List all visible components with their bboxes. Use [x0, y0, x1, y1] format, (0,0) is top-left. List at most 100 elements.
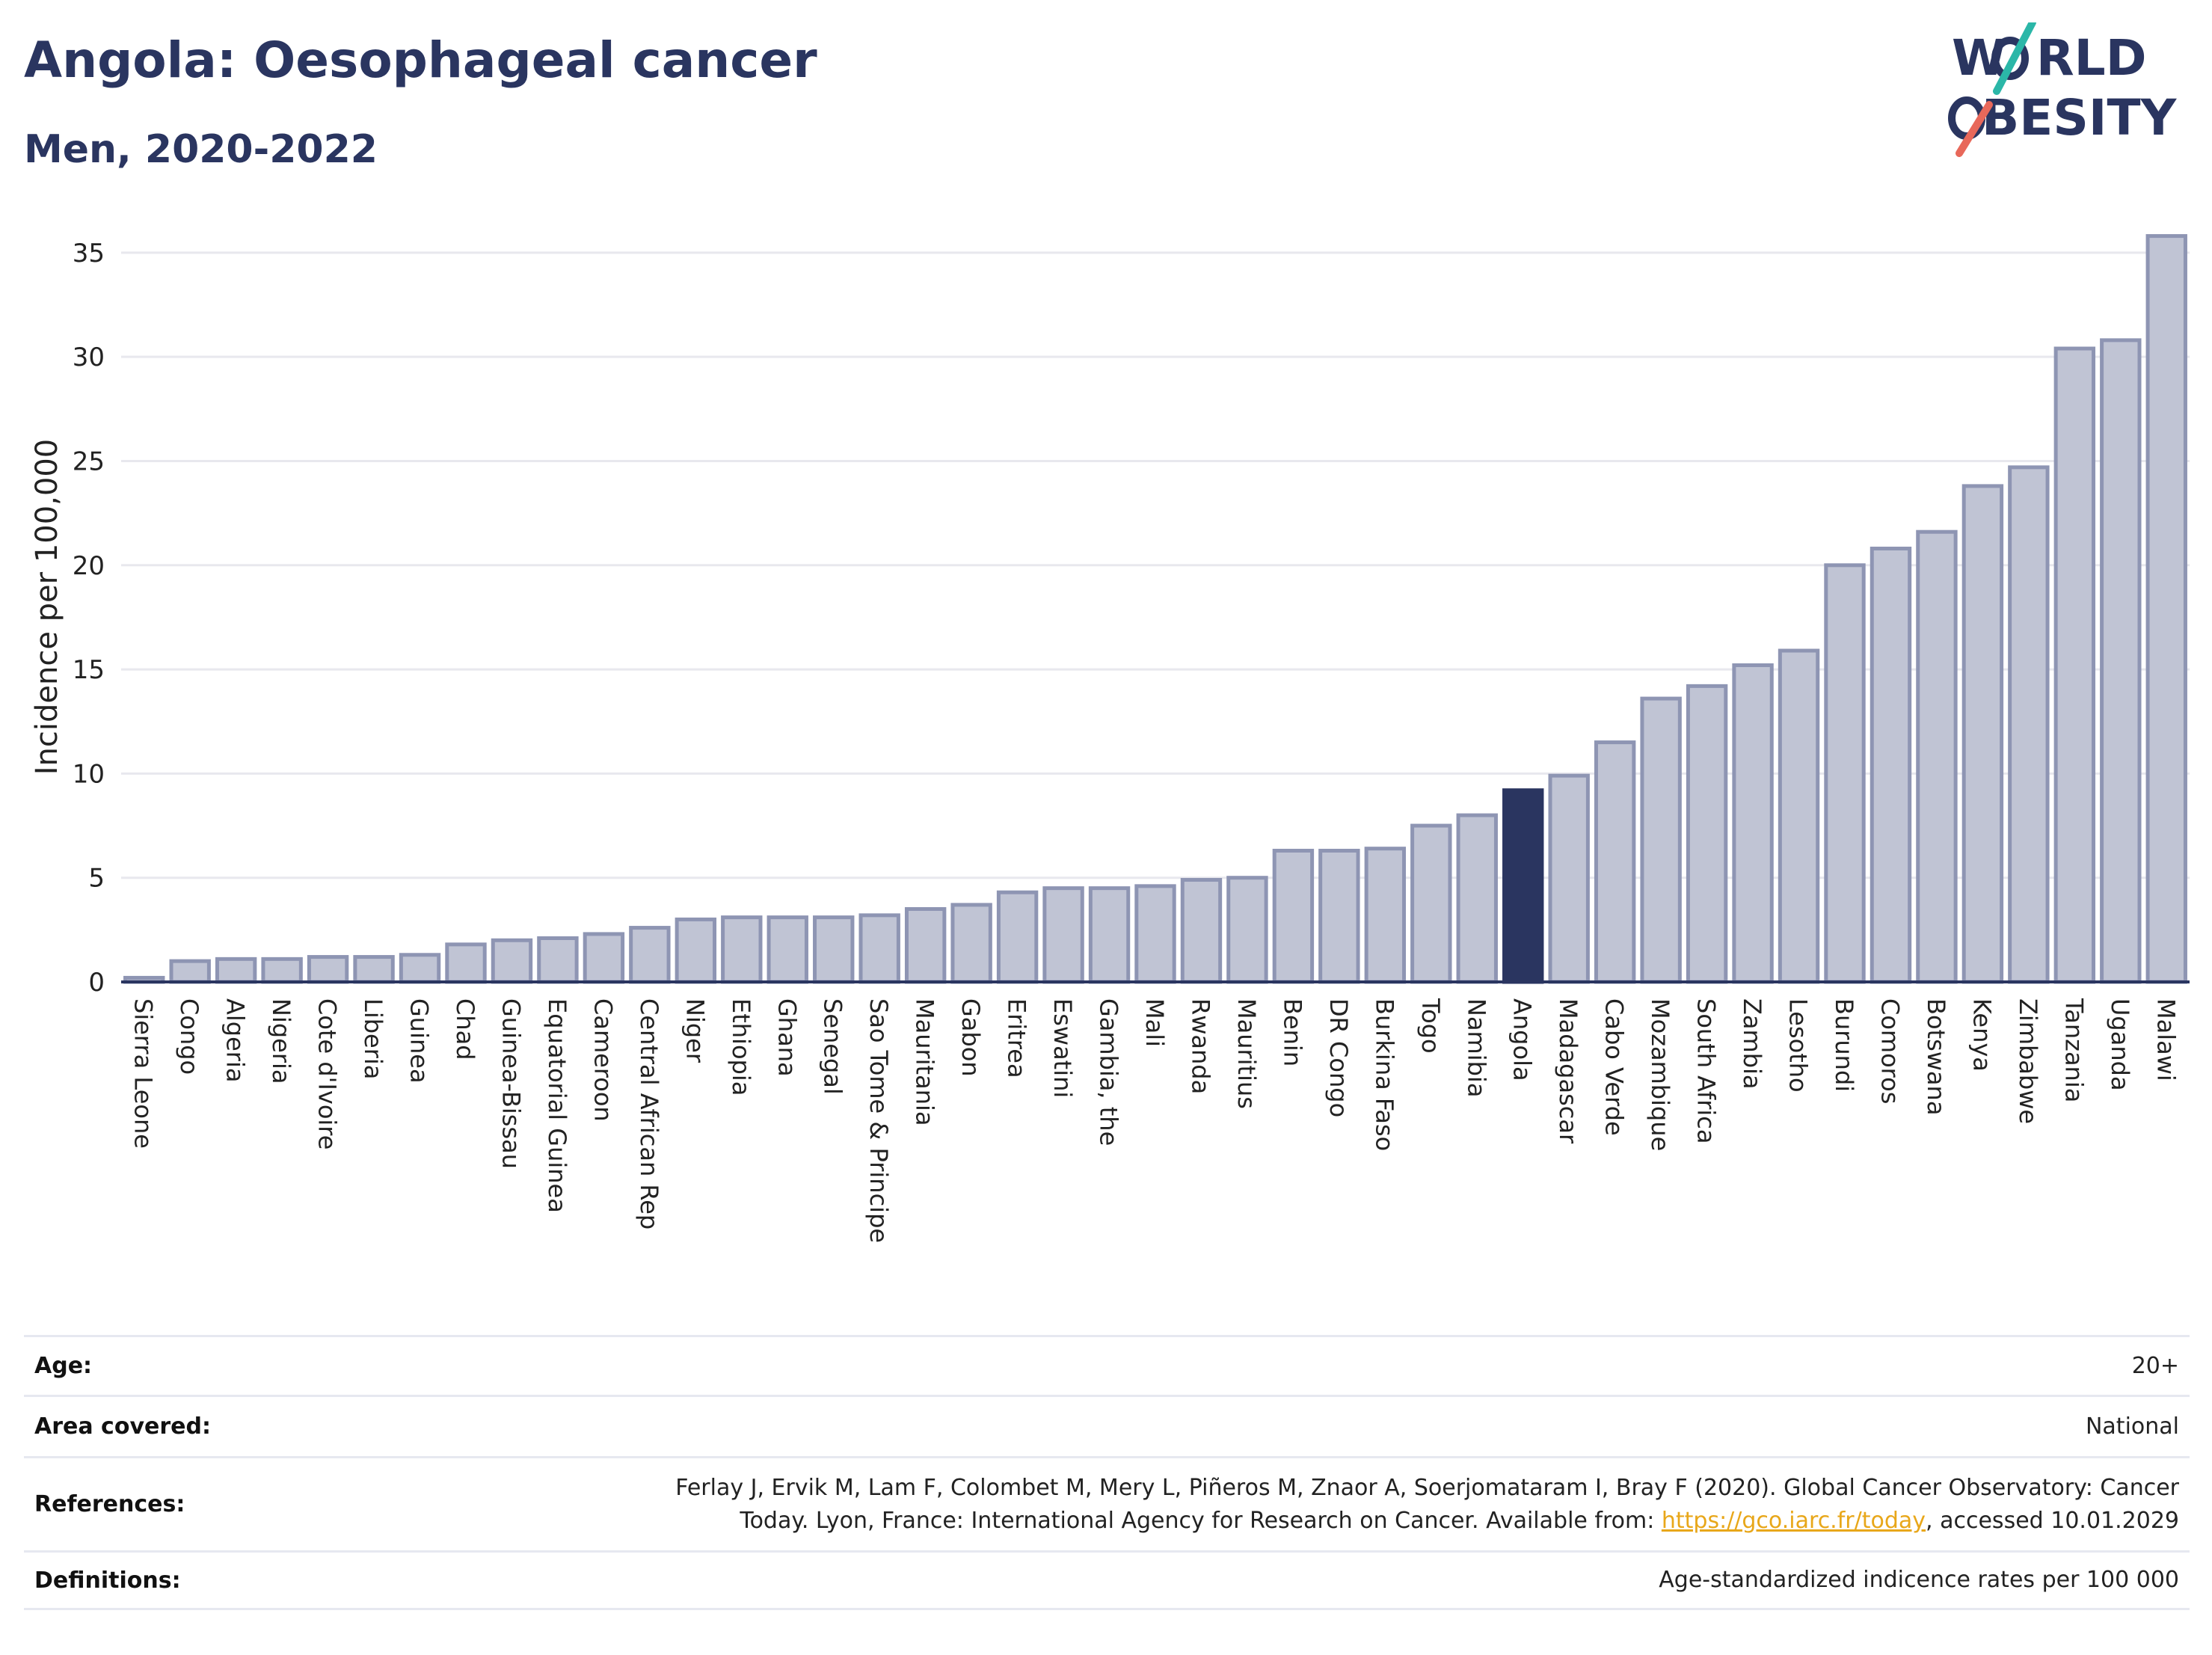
x-tick-label: Eswatini: [1048, 998, 1077, 1098]
x-tick-label: Equatorial Guinea: [543, 998, 571, 1213]
bar: [537, 936, 579, 984]
x-tick-label: Chad: [451, 998, 479, 1060]
references-value: Ferlay J, Ervik M, Lam F, Colombet M, Me…: [675, 1472, 2179, 1538]
bar: [1686, 684, 1728, 984]
info-row-references: References: Ferlay J, Ervik M, Lam F, Co…: [24, 1456, 2190, 1550]
info-row-area: Area covered: National: [24, 1395, 2190, 1456]
area-label: Area covered:: [34, 1413, 211, 1440]
bar: [353, 955, 395, 984]
reference-link[interactable]: https://gco.iarc.fr/today: [1661, 1507, 1926, 1534]
x-tick-label: Sao Tome & Principe: [864, 998, 893, 1243]
bar: [1272, 848, 1315, 984]
bar: [1916, 529, 1958, 984]
x-tick-label: Senegal: [819, 998, 847, 1095]
info-table: Age: 20+ Area covered: National Referenc…: [24, 1335, 2190, 1610]
x-tick-label: Mozambique: [1646, 998, 1674, 1151]
bar: [1318, 848, 1360, 984]
y-tick-label: 25: [73, 446, 105, 476]
bar: [399, 953, 441, 984]
bar: [2100, 338, 2142, 984]
x-tick-label: Lesotho: [1784, 998, 1813, 1093]
area-value: National: [2085, 1413, 2179, 1440]
logo-slash-coral: [1956, 101, 1993, 157]
x-tick-label: Togo: [1416, 998, 1445, 1054]
bar: [1042, 886, 1084, 984]
x-tick-label: Gambia, the: [1095, 998, 1123, 1146]
y-tick-label: 0: [88, 968, 105, 998]
info-row-definitions: Definitions: Age-standardized indicence …: [24, 1550, 2190, 1610]
x-tick-label: Burundi: [1830, 998, 1858, 1092]
bar: [1226, 876, 1268, 984]
x-tick-label: Cote d'Ivoire: [313, 998, 342, 1149]
bar: [1961, 484, 2004, 984]
svg-text:BESITY: BESITY: [1982, 89, 2178, 147]
bar: [2145, 234, 2187, 984]
x-tick-label: South Africa: [1692, 998, 1721, 1143]
x-tick-label: Benin: [1278, 998, 1306, 1066]
bar: [1502, 788, 1544, 984]
x-tick-label: Rwanda: [1186, 998, 1214, 1094]
bar: [1594, 740, 1636, 984]
y-axis-title: Incidence per 100,000: [30, 439, 64, 776]
x-tick-label: Mali: [1140, 998, 1169, 1047]
x-tick-label: Zimbabwe: [2014, 998, 2042, 1124]
world-obesity-logo: W RLD BESITY: [1948, 22, 2178, 157]
x-tick-label: Liberia: [359, 998, 387, 1079]
x-tick-label: Guinea: [405, 998, 434, 1084]
x-tick-label: Guinea-Bissau: [497, 998, 525, 1169]
bar: [491, 938, 533, 984]
y-tick-label: 15: [73, 655, 105, 685]
bar: [1134, 884, 1176, 984]
definitions-label: Definitions:: [34, 1567, 181, 1594]
y-tick-label: 20: [73, 551, 105, 581]
x-tick-label: Burkina Faso: [1370, 998, 1398, 1151]
y-tick-label: 35: [73, 239, 105, 268]
y-tick-label: 30: [73, 343, 105, 372]
y-tick-label: 10: [73, 759, 105, 789]
bar: [1640, 696, 1682, 984]
bar: [1180, 877, 1223, 984]
bar: [2008, 465, 2050, 984]
x-tick-label: Botswana: [1922, 998, 1950, 1115]
reference-accessed: , accessed 10.01.2029: [1926, 1507, 2179, 1534]
bar-chart: 0 5 10 15 20 25 30 35 Incidence per 100,000 Sierr…: [30, 234, 2190, 1243]
x-tick-label: DR Congo: [1324, 998, 1353, 1117]
bar: [1548, 773, 1590, 984]
x-tick-label: Angola: [1508, 998, 1537, 1081]
bar: [215, 957, 257, 984]
bar: [2053, 346, 2096, 984]
x-tick-label: Mauritius: [1232, 998, 1261, 1109]
x-tick-label: Cameroon: [589, 998, 617, 1122]
references-label: References:: [34, 1491, 185, 1517]
bar: [445, 942, 487, 984]
bar: [675, 917, 717, 984]
bar: [1088, 886, 1131, 984]
bar: [1364, 847, 1407, 984]
bar: [1456, 813, 1498, 984]
x-tick-label: Malawi: [2151, 998, 2180, 1081]
x-tick-label: Eritrea: [1003, 998, 1031, 1078]
age-label: Age:: [34, 1353, 93, 1379]
x-tick-label: Madagascar: [1554, 998, 1582, 1144]
bar: [169, 959, 211, 984]
bar: [766, 915, 808, 984]
x-tick-label: Uganda: [2106, 998, 2134, 1091]
bar: [629, 926, 671, 984]
chart-title: Angola: Oesophageal cancer: [24, 31, 817, 89]
bar: [858, 913, 900, 984]
bar: [1870, 546, 1912, 984]
y-tick-label: 5: [88, 864, 105, 894]
x-tick-label: Gabon: [956, 998, 985, 1077]
x-tick-label: Cabo Verde: [1600, 998, 1629, 1136]
chart-subtitle: Men, 2020-2022: [24, 127, 378, 172]
x-tick-label: Sierra Leone: [129, 998, 158, 1149]
x-tick-label: Namibia: [1462, 998, 1490, 1097]
x-tick-label: Nigeria: [267, 998, 295, 1084]
bar: [583, 932, 625, 984]
logo-slash-teal: [1993, 22, 2036, 95]
x-tick-label: Comoros: [1875, 998, 1904, 1104]
bar: [996, 890, 1039, 984]
x-tick-label: Zambia: [1738, 998, 1766, 1090]
reference-text-line2: Today. Lyon, France: International Agenc…: [740, 1507, 1662, 1534]
